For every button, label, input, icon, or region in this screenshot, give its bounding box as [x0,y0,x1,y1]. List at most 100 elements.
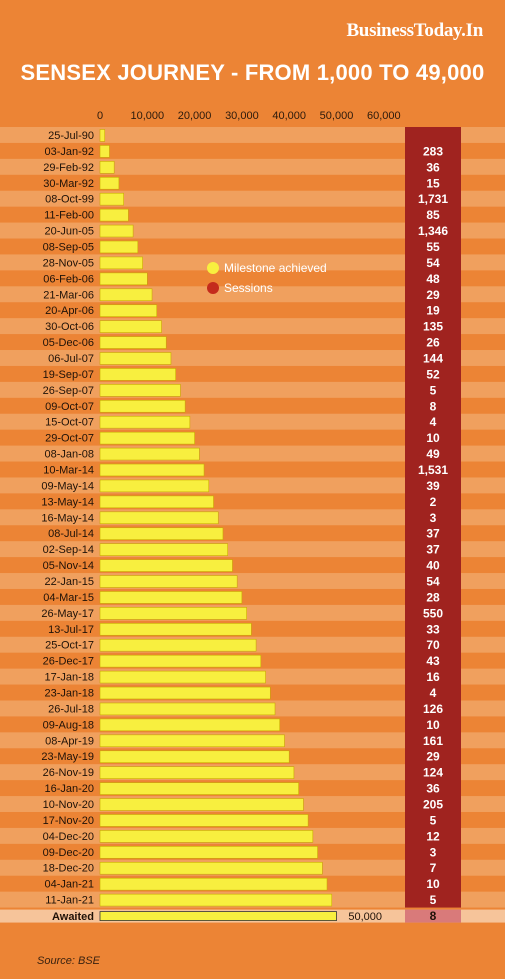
sessions-value: 28 [426,590,440,604]
category-label: 30-Mar-92 [43,178,94,190]
sessions-value: 5 [430,813,437,827]
category-label: 29-Oct-07 [45,433,94,445]
milestone-bar [99,766,295,779]
sessions-value: 1,531 [418,463,448,477]
sessions-value: 205 [423,798,443,812]
category-label: 16-Jan-20 [44,783,94,795]
category-label: 09-Dec-20 [43,847,94,859]
sessions-value: 85 [426,208,440,222]
awaited-row: Awaited 50,000 8 [0,909,505,923]
milestone-bar [99,447,200,461]
row-stripe [0,158,505,175]
category-label: 16-May-14 [41,512,94,524]
milestone-bar [99,495,214,509]
category-label: 04-Mar-15 [43,592,94,604]
category-label: 17-Nov-20 [43,815,94,827]
milestone-bar [99,192,124,206]
x-axis-ticks: 0 10,000 20,000 30,000 40,000 50,000 60,000 [97,110,401,122]
category-label: 10-Mar-14 [43,464,94,476]
category-label: 08-Jan-08 [44,449,94,461]
sessions-value: 135 [423,320,443,334]
category-label: 13-May-14 [41,496,94,508]
sessions-column-bg [405,127,461,908]
milestone-bar [99,814,309,827]
category-label: 26-Dec-17 [43,656,94,668]
milestone-bar [99,607,247,620]
category-label: 26-Sep-07 [43,385,94,397]
category-label: 02-Sep-14 [43,544,94,556]
sessions-value: 7 [430,861,437,875]
category-label: 25-Jul-90 [48,130,94,142]
category-label: 20-Jun-05 [44,226,94,238]
milestone-bar [99,591,243,604]
sessions-value: 4 [430,686,437,700]
sessions-value: 5 [430,383,437,397]
sessions-value: 70 [426,638,440,652]
milestone-bar [99,734,285,748]
category-label: 08-Oct-99 [45,194,94,206]
sessions-value: 12 [426,829,440,843]
milestone-bar [99,702,276,716]
milestone-bar [99,750,290,764]
sessions-value: 29 [426,750,440,764]
sessions-value: 48 [426,272,440,286]
category-label: 05-Nov-14 [43,560,94,572]
milestone-bar [99,527,224,540]
sessions-value: 8 [430,399,437,413]
category-label: 06-Feb-06 [43,273,94,285]
sessions-value: 55 [426,240,440,254]
sessions-value: 15 [426,176,440,190]
milestone-bar [99,368,176,381]
category-label: 25-Oct-17 [45,640,94,652]
category-label: 30-Oct-06 [45,321,94,333]
sessions-value: 29 [426,288,440,302]
chart-title: SENSEX JOURNEY - FROM 1,000 TO 49,000 [20,60,485,85]
milestone-bar [99,846,318,859]
sessions-value: 19 [426,304,440,318]
sessions-column [405,127,461,908]
category-label: 05-Dec-06 [43,337,94,349]
x-tick-label: 0 [97,110,103,122]
milestone-bar [99,623,252,636]
sessions-value: 1,346 [418,224,448,238]
milestone-bar [99,288,153,302]
sessions-value: 10 [426,877,440,891]
row-stripe [0,127,505,143]
sessions-value: 124 [423,766,443,780]
category-label: 09-May-14 [41,480,94,492]
x-tick-label: 50,000 [320,110,354,122]
milestone-bar [99,272,148,286]
milestone-bar [99,463,205,477]
milestone-bar [99,304,158,317]
milestone-bar [99,129,106,142]
legend-sessions-label: Sessions [224,281,273,295]
milestone-bar [99,479,210,493]
sessions-value: 2 [430,495,437,509]
sessions-value: 54 [426,575,440,589]
awaited-label: Awaited [52,911,94,923]
category-label: 11-Feb-00 [44,210,94,222]
sessions-value: 144 [423,351,443,365]
sessions-value: 161 [423,734,443,748]
category-label: 08-Sep-05 [43,241,94,253]
sessions-value: 36 [426,160,440,174]
category-label: 04-Dec-20 [43,831,94,843]
milestone-bar [99,145,110,158]
category-label: 17-Jan-18 [44,672,94,684]
awaited-bar [99,911,337,921]
category-label: 13-Jul-17 [48,624,94,636]
category-label: 11-Jan-21 [45,895,94,907]
category-label: 20-Apr-06 [45,305,94,317]
category-label: 26-Nov-19 [43,767,94,779]
x-tick-label: 10,000 [130,110,164,122]
milestone-bar [99,893,333,907]
category-label: 28-Nov-05 [43,257,94,269]
milestone-bar [99,400,186,413]
milestone-bar [99,384,181,397]
legend-milestone-swatch [207,262,219,274]
milestone-bar [99,670,266,684]
category-label: 23-May-19 [41,751,94,763]
milestone-bar [99,782,299,795]
x-tick-label: 40,000 [272,110,306,122]
